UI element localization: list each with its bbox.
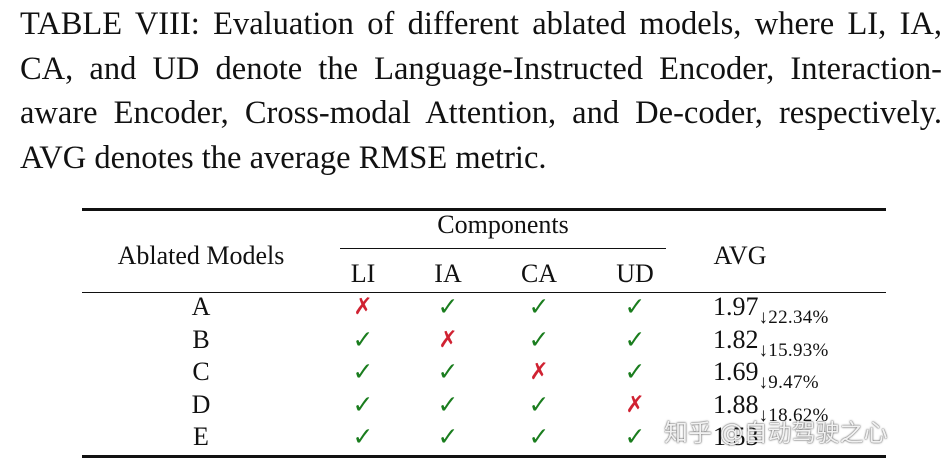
row-d-model: D [191,390,211,419]
row-d-avg-delta: ↓18.62% [758,405,829,426]
header-ia: IA [434,259,462,288]
row-b-ia-cross-icon: ✗ [438,327,458,353]
row-b-model: B [192,325,210,354]
row-e-ud-check-icon: ✓ [624,422,646,451]
header-avg: AVG [713,241,767,270]
row-c-ud-check-icon: ✓ [624,357,646,386]
row-a-ud-check-icon: ✓ [624,292,646,321]
row-b-avg: 1.82↓15.93% [713,325,829,361]
row-c-ia-check-icon: ✓ [437,357,459,386]
row-c-avg-value: 1.69 [713,357,759,386]
row-e-li-check-icon: ✓ [352,422,374,451]
row-c-model: C [192,357,210,386]
row-b-ud-check-icon: ✓ [624,325,646,354]
row-d-avg: 1.88↓18.62% [713,390,829,426]
row-c-avg: 1.69↓9.47% [713,357,819,393]
row-b-li-check-icon: ✓ [352,325,374,354]
row-d-ud-cross-icon: ✗ [625,392,645,418]
row-a-li-cross-icon: ✗ [353,294,373,320]
header-ablated-models: Ablated Models [117,241,285,270]
row-e-ca-check-icon: ✓ [528,422,550,451]
row-e-avg-value: 1.53 [713,422,759,451]
row-c-avg-delta: ↓9.47% [758,372,819,393]
row-b-avg-value: 1.82 [713,325,759,354]
row-d-avg-value: 1.88 [713,390,759,419]
header-bottom-rule [82,292,886,293]
row-a-avg-delta: ↓22.34% [758,307,829,328]
row-b-ca-check-icon: ✓ [528,325,550,354]
row-a-avg: 1.97↓22.34% [713,292,829,328]
row-b-avg-delta: ↓15.93% [758,340,829,361]
row-d-ia-check-icon: ✓ [437,390,459,419]
header-ca: CA [520,259,558,288]
row-d-ca-check-icon: ✓ [528,390,550,419]
row-e-model: E [193,422,209,451]
row-a-model: A [191,292,211,321]
row-a-ca-check-icon: ✓ [528,292,550,321]
row-a-avg-value: 1.97 [713,292,759,321]
table-bottom-rule [82,455,886,458]
row-a-ia-check-icon: ✓ [437,292,459,321]
header-components: Components [437,210,569,239]
header-ud: UD [616,259,654,288]
row-e-ia-check-icon: ✓ [437,422,459,451]
header-li: LI [350,259,376,288]
components-rule [340,248,666,249]
watermark: 知乎 @自动驾驶之心 [664,419,888,447]
row-c-ca-cross-icon: ✗ [529,359,549,385]
table-top-rule [82,208,886,211]
table-caption: TABLE VIII: Evaluation of different abla… [20,6,942,176]
row-e-avg: 1.53 [713,422,759,455]
row-d-li-check-icon: ✓ [352,390,374,419]
row-c-li-check-icon: ✓ [352,357,374,386]
